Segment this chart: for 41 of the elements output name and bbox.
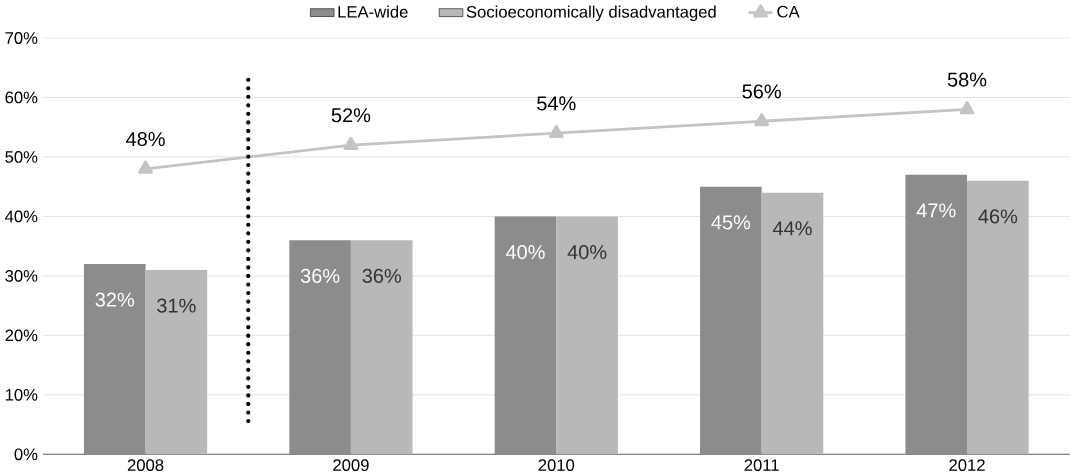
data-label: 52% <box>331 108 371 123</box>
x-tick-label: 2009 <box>333 459 369 472</box>
y-tick-label: 60% <box>5 91 38 104</box>
bar <box>145 270 208 455</box>
y-tick-label: 70% <box>5 32 38 45</box>
data-label: 31% <box>157 298 196 313</box>
y-tick-label: 10% <box>5 389 38 401</box>
bar <box>83 264 146 455</box>
data-label: 56% <box>742 84 781 99</box>
data-label: 44% <box>772 221 812 236</box>
bar <box>494 216 557 455</box>
bar <box>556 216 618 455</box>
y-tick-label: 50% <box>5 151 38 164</box>
y-tick-label: 30% <box>5 270 38 282</box>
data-label: 58% <box>947 72 987 87</box>
data-label: 32% <box>95 292 135 307</box>
legend-label: Socioeconomically disadvantaged <box>466 5 716 22</box>
bar <box>967 180 1029 455</box>
data-label: 48% <box>126 132 165 147</box>
legend-label: LEA-wide <box>338 5 408 18</box>
bar <box>289 240 351 455</box>
legend-label: CA <box>777 5 800 18</box>
data-label: 36% <box>300 269 340 284</box>
data-label: 47% <box>916 203 956 218</box>
x-tick-label: 2012 <box>949 459 985 472</box>
x-tick-label: 2011 <box>744 459 779 472</box>
x-tick-label: 2008 <box>127 459 164 472</box>
data-label: 40% <box>505 245 545 260</box>
y-tick-label: 40% <box>5 210 38 223</box>
bar <box>761 192 824 455</box>
data-label: 54% <box>537 96 576 111</box>
bar <box>700 186 762 455</box>
y-tick-label: 0% <box>14 448 38 461</box>
data-label: 36% <box>362 269 402 284</box>
data-label: 40% <box>567 245 607 260</box>
data-label: 46% <box>978 209 1018 224</box>
data-label: 45% <box>711 215 751 230</box>
bar <box>905 174 968 455</box>
y-tick-label: 20% <box>5 329 38 342</box>
x-tick-label: 2010 <box>538 459 575 472</box>
bar <box>350 240 413 455</box>
